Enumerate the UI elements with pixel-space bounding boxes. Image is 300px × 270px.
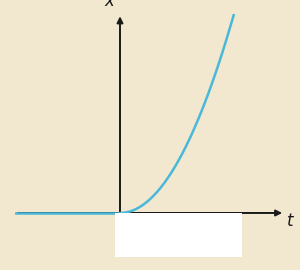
- Bar: [115, 213, 242, 256]
- Text: x: x: [105, 0, 114, 10]
- Text: t: t: [286, 212, 293, 230]
- Text: 0: 0: [121, 226, 130, 241]
